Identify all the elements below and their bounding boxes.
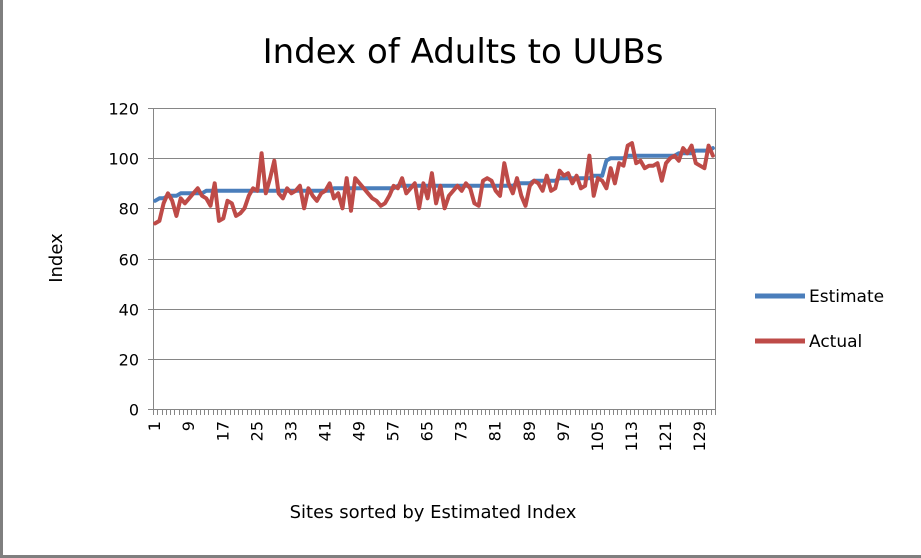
x-axis-title: Sites sorted by Estimated Index [290,502,577,523]
x-tick-label: 73 [452,421,471,441]
x-tick-label: 9 [179,421,198,431]
axes [148,108,716,415]
y-tick-label: 120 [108,100,139,119]
y-tick-label: 80 [119,200,139,219]
x-tick-labels: 1 9 17 25 33 41 49 57 65 73 81 89 97 105 113 121 129 [145,421,709,452]
x-tick-label: 121 [656,421,675,452]
y-axis-title: Index [46,233,67,283]
x-tick-label: 25 [247,421,266,441]
x-tick-label: 129 [690,421,709,452]
chart-title: Index of Adults to UUBs [263,32,664,72]
series-line-actual [153,141,715,226]
x-tick-label: 17 [213,421,232,441]
chart-canvas: Index of Adults to UUBs Index Sites sort… [46,32,884,523]
legend: Estimate Actual [755,287,884,352]
x-tick-label: 1 [145,421,164,431]
x-tick-label: 33 [281,421,300,441]
y-tick-label: 40 [119,301,139,320]
series-lines [153,141,715,226]
x-tick-label: 97 [554,421,573,441]
legend-label-actual: Actual [809,332,862,352]
y-tick-label: 100 [108,150,139,169]
y-tick-labels: 0 20 40 60 80 100 120 [108,100,139,420]
x-tick-label: 81 [486,421,505,441]
x-tick-label: 65 [418,421,437,441]
x-tick-label: 113 [622,421,641,452]
x-tick-label: 49 [349,421,368,441]
x-tick-label: 41 [315,421,334,441]
y-tick-label: 20 [119,351,139,370]
x-tick-label: 57 [384,421,403,441]
x-tick-label: 89 [520,421,539,441]
y-tick-label: 0 [129,401,139,420]
y-tick-label: 60 [119,251,139,270]
x-tick-label: 105 [588,421,607,452]
legend-label-estimate: Estimate [809,287,884,307]
gridlines [153,108,715,360]
